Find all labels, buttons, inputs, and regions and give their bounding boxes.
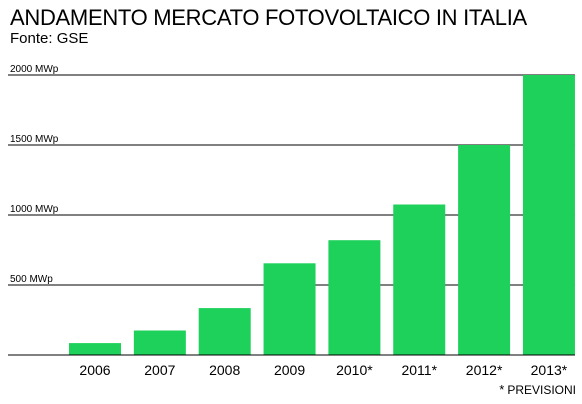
bar — [133, 330, 186, 355]
x-tick-label: 2011* — [401, 362, 437, 378]
bar — [522, 75, 575, 355]
footnote-text: PREVISIONI — [507, 383, 576, 397]
bars — [69, 75, 575, 355]
bar — [458, 145, 511, 355]
bar — [393, 204, 446, 355]
x-tick-labels: 2006 2007 2008 2009 2010* 2011* 2012* 2013* — [79, 362, 567, 378]
y-tick-label: 1500 MWp — [10, 134, 59, 145]
x-tick-label: 2009 — [274, 362, 305, 378]
bar — [263, 263, 316, 355]
y-tick-label: 500 MWp — [10, 274, 53, 285]
y-tick-label: 2000 MWp — [10, 64, 59, 75]
footnote: * PREVISIONI — [499, 382, 576, 398]
bar — [69, 343, 121, 355]
bar — [328, 240, 381, 355]
y-tick-label: 1000 MWp — [10, 204, 59, 215]
footnote-star: * — [499, 382, 505, 397]
x-tick-label: 2013* — [531, 362, 568, 378]
chart-subtitle: Fonte: GSE — [10, 30, 89, 47]
x-tick-label: 2012* — [466, 362, 503, 378]
x-tick-label: 2006 — [79, 362, 110, 378]
chart-title: ANDAMENTO MERCATO FOTOVOLTAICO IN ITALIA — [10, 5, 527, 30]
x-tick-label: 2007 — [144, 362, 175, 378]
x-tick-label: 2010* — [336, 362, 373, 378]
y-tick-labels: 500 MWp 1000 MWp 1500 MWp 2000 MWp — [10, 64, 59, 285]
bar — [198, 308, 251, 355]
x-tick-label: 2008 — [209, 362, 240, 378]
